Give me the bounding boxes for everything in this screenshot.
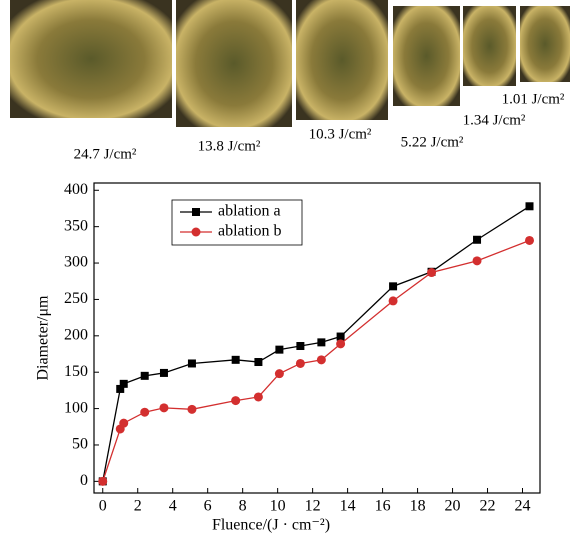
image-label: 5.22 J/cm²	[401, 134, 464, 150]
series-line	[102, 205, 530, 482]
y-tick-label: 200	[64, 326, 88, 343]
legend-marker	[191, 227, 201, 237]
x-tick-label: 14	[340, 498, 356, 515]
x-tick-label: 0	[99, 498, 107, 515]
data-point	[525, 202, 534, 211]
data-point	[296, 342, 305, 351]
y-axis-label: Diameter/μm	[35, 295, 52, 381]
image-label: 24.7 J/cm²	[74, 146, 137, 162]
data-point	[472, 256, 482, 266]
data-point	[119, 418, 129, 428]
data-point	[274, 369, 284, 379]
x-tick-label: 18	[410, 498, 426, 515]
y-tick-label: 0	[80, 472, 88, 489]
x-tick-label: 16	[375, 498, 391, 515]
micrograph	[10, 0, 172, 118]
x-tick-label: 8	[239, 498, 247, 515]
legend	[171, 199, 303, 246]
data-point	[116, 384, 125, 393]
x-tick-label: 22	[480, 498, 496, 515]
data-point	[159, 403, 169, 413]
data-point	[253, 392, 263, 402]
data-point	[336, 332, 345, 341]
legend-marker	[192, 208, 200, 216]
x-tick-label: 10	[270, 498, 286, 515]
data-point	[119, 379, 128, 388]
x-tick-label: 24	[515, 498, 531, 515]
image-label: 10.3 J/cm²	[309, 126, 372, 142]
image-label: 13.8 J/cm²	[198, 138, 261, 154]
x-tick-label: 20	[445, 498, 461, 515]
y-tick-label: 100	[64, 399, 88, 416]
data-point	[427, 268, 437, 278]
x-tick-label: 4	[169, 498, 177, 515]
image-label: 1.01 J/cm²	[502, 91, 565, 107]
micrographs	[10, 0, 570, 127]
data-point	[317, 338, 326, 347]
x-tick-label: 2	[134, 498, 142, 515]
x-tick-label: 6	[204, 498, 212, 515]
data-point	[275, 345, 284, 354]
data-point	[525, 235, 535, 245]
y-tick-label: 350	[64, 217, 88, 234]
data-point	[389, 282, 398, 291]
y-tick-label: 300	[64, 254, 88, 271]
series-line	[102, 239, 530, 482]
data-point	[336, 339, 346, 349]
y-tick-label: 50	[72, 436, 88, 453]
y-tick-label: 250	[64, 290, 88, 307]
data-point	[231, 396, 241, 406]
image-label: 1.34 J/cm²	[463, 112, 526, 128]
plot-frame	[93, 182, 541, 494]
data-point	[159, 368, 168, 377]
x-tick-label: 12	[305, 498, 321, 515]
data-point	[187, 359, 196, 368]
y-tick-label: 400	[64, 181, 88, 198]
data-point	[187, 404, 197, 414]
micrograph	[176, 0, 292, 127]
micrograph	[520, 6, 570, 82]
x-axis-label: Fluence/(J · cm⁻²)	[212, 517, 330, 534]
legend-label: ablation b	[218, 223, 282, 240]
micrograph	[463, 6, 516, 86]
y-tick-label: 150	[64, 363, 88, 380]
data-point	[295, 358, 305, 368]
data-point	[254, 358, 263, 367]
micrograph	[296, 0, 388, 120]
legend-label: ablation a	[218, 203, 281, 220]
data-point	[388, 296, 398, 306]
micrograph	[393, 6, 460, 106]
data-point	[473, 235, 482, 244]
data-point	[140, 407, 150, 417]
data-point	[98, 476, 108, 486]
data-point	[140, 371, 149, 380]
data-point	[316, 355, 326, 365]
data-point	[231, 355, 240, 364]
